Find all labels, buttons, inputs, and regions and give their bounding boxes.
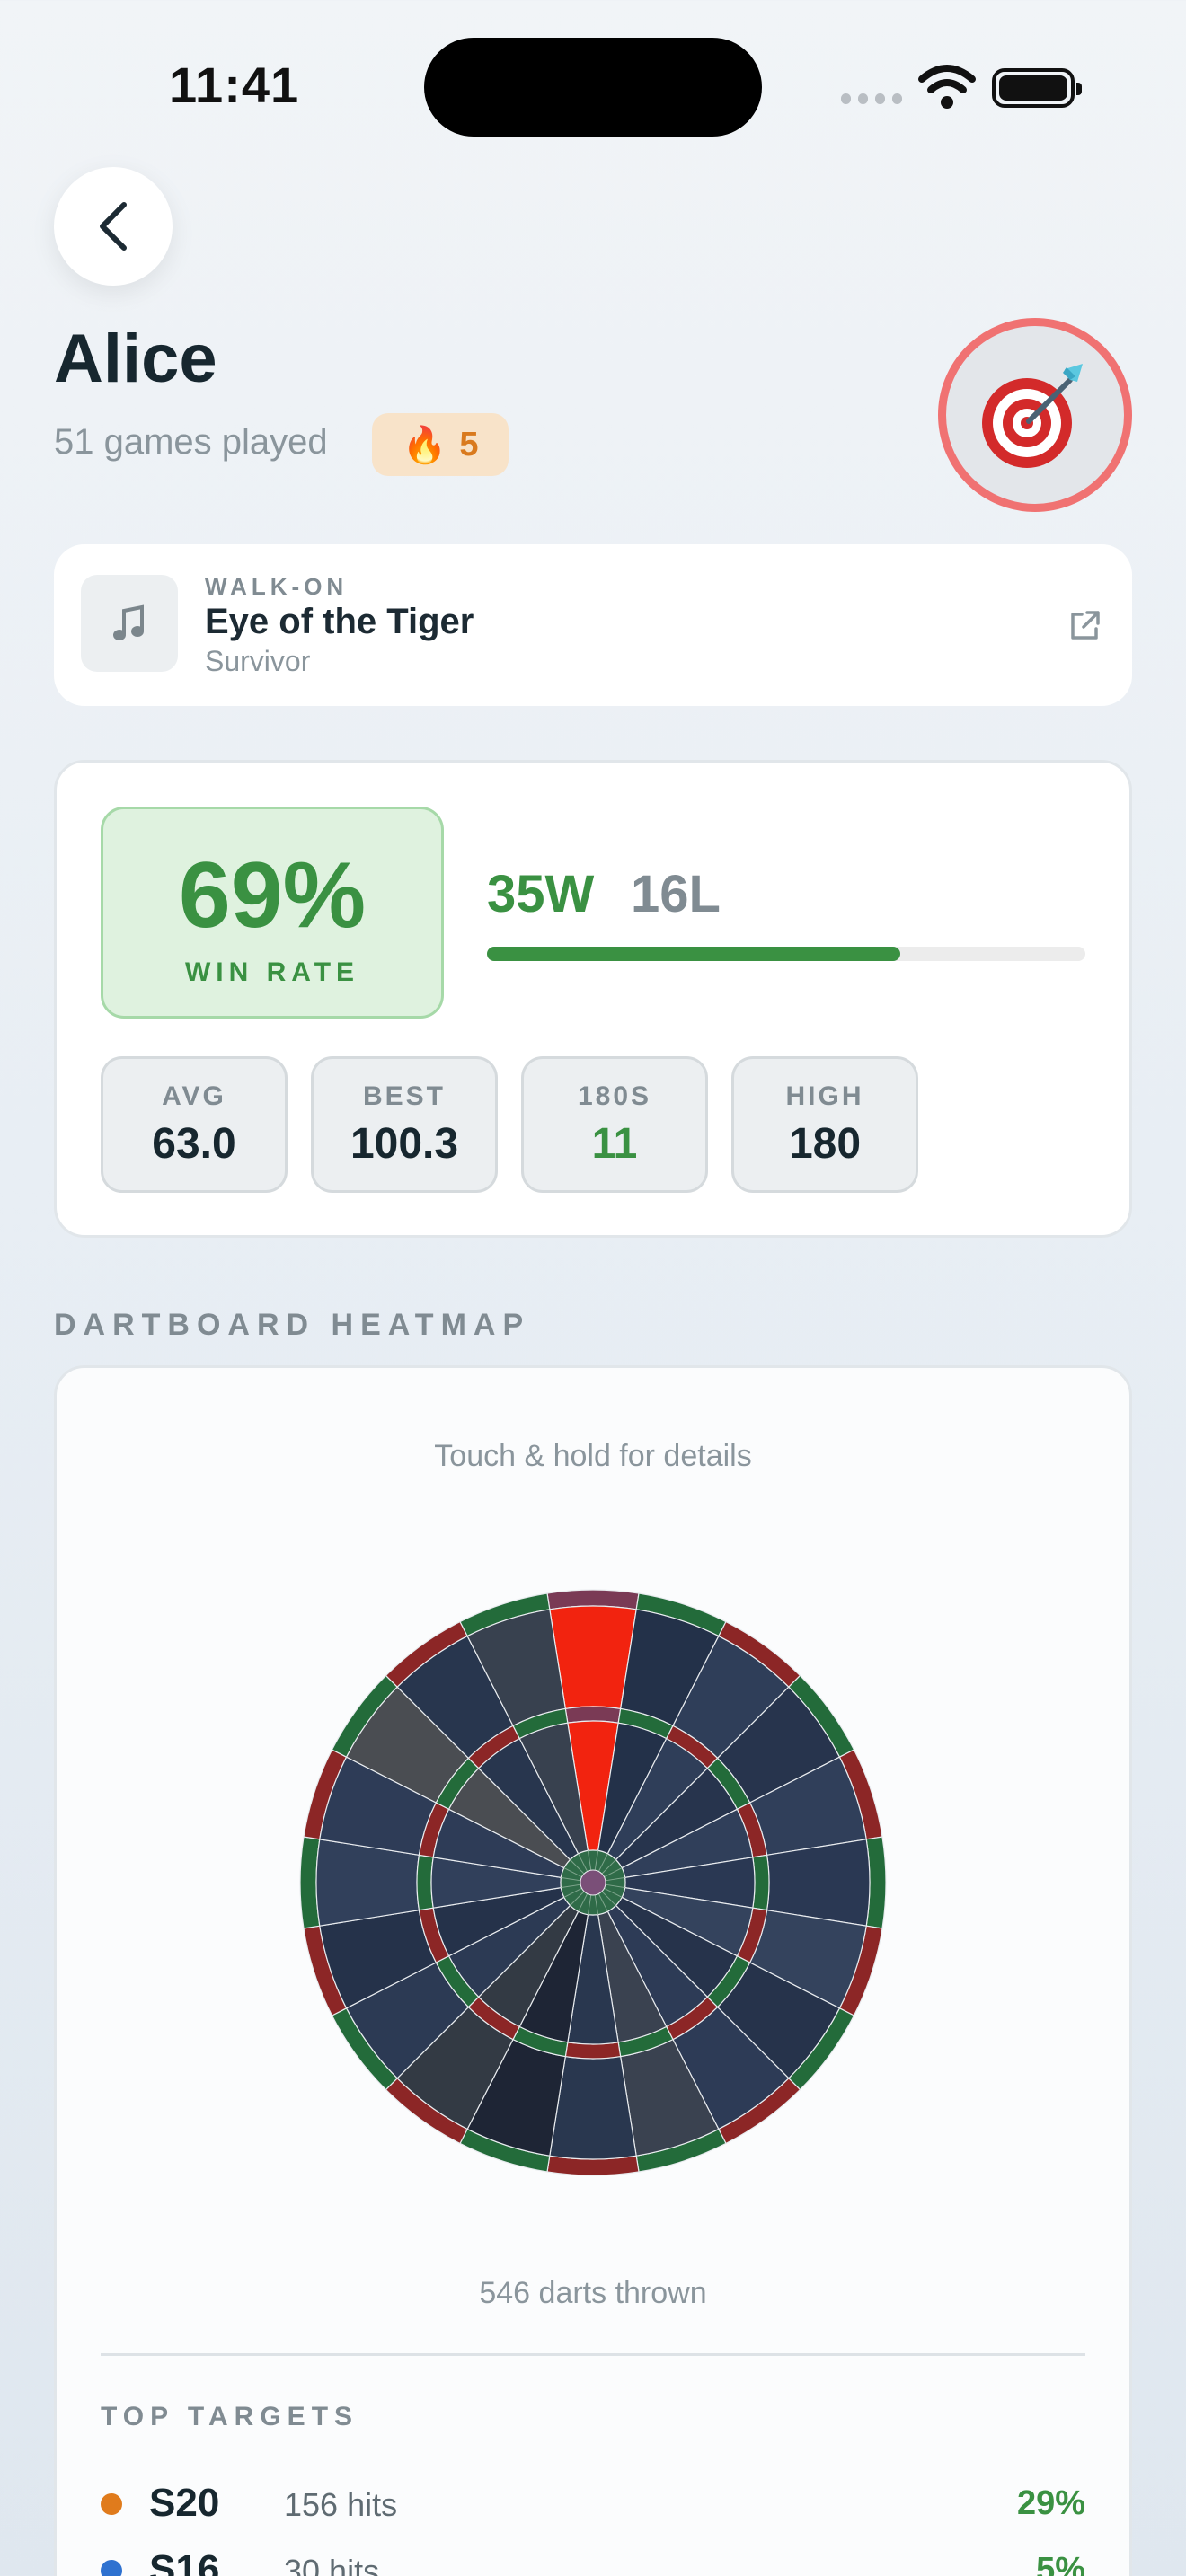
fire-icon: 🔥 [402,425,447,465]
heatmap-hint: Touch & hold for details [434,1439,752,1473]
streak-badge: 🔥 5 [372,413,509,476]
bull-divider [563,1887,582,1898]
stat-tile-label: AVG [162,1081,226,1111]
chevron-left-icon [100,202,127,251]
player-name: Alice [54,321,217,397]
dartboard-heatmap[interactable] [288,1577,898,2188]
bull-divider [570,1891,585,1906]
bull-divider [601,1891,616,1906]
win-rate-value: 69% [178,843,367,948]
bull-divider [578,1853,589,1872]
avatar[interactable] [938,318,1132,512]
streak-count: 5 [459,425,479,463]
dartboard-icon [982,364,1083,468]
status-time: 11:41 [169,57,300,113]
losses-count: 16L [631,865,721,923]
win-progress-fill [487,947,900,961]
bull-divider [605,1883,625,1889]
bull-divider [597,1853,608,1872]
win-progress-bar [487,947,1085,961]
bull-divider [587,1850,592,1871]
target-percent: 29% [1016,2484,1085,2522]
walk-on-artist: Survivor [205,645,311,677]
target-name: S16 [149,2547,220,2576]
stat-tile-label: BEST [362,1081,446,1111]
target-name: S20 [149,2481,220,2525]
top-targets-title: TOP TARGETS [101,2402,359,2431]
target-percent: 5% [1036,2551,1085,2576]
bull-divider [578,1893,589,1912]
cellular-signal-icon [841,93,902,106]
stat-tile-value: 100.3 [350,1120,459,1168]
target-hits: 156 hits [284,2486,398,2523]
bull-divider [605,1876,625,1882]
bull-divider [563,1867,582,1878]
walk-on-card[interactable] [54,544,1132,706]
battery-icon [992,68,1082,108]
stat-tile-avg [101,1056,288,1193]
target-color-dot [101,2493,122,2515]
games-played: 51 games played [54,422,328,462]
wifi-icon [918,65,976,109]
bull-divider [587,1894,592,1915]
bull-divider [604,1887,623,1898]
bull-divider [561,1876,581,1882]
wins-count: 35W [487,865,595,923]
walk-on-label: WALK-ON [205,573,349,600]
bull-divider [561,1883,581,1889]
stat-tile-value: 180 [788,1120,862,1168]
bullseye[interactable] [580,1869,606,1896]
music-note-icon [81,575,178,672]
win-rate-label: WIN RATE [184,957,360,987]
win-rate-box [101,807,444,1019]
target-hits: 30 hits [284,2553,380,2576]
back-button[interactable] [54,167,173,286]
stat-tile-label: HIGH [785,1081,864,1111]
stat-tile-180s [521,1056,708,1193]
bull-divider [597,1893,608,1912]
dynamic-island [424,38,762,137]
bull-divider [570,1859,585,1875]
stat-tile-value: 63.0 [152,1120,236,1168]
stat-tile-best [311,1056,498,1193]
target-color-dot [101,2560,122,2576]
stat-tile-value: 11 [591,1120,638,1168]
bull-divider [594,1894,599,1915]
divider [101,2353,1085,2356]
stat-tile-high [731,1056,918,1193]
walk-on-song: Eye of the Tiger [205,602,474,641]
bull-divider [604,1867,623,1878]
bull-divider [594,1850,599,1871]
heatmap-section-title: DARTBOARD HEATMAP [54,1308,531,1342]
external-link-icon[interactable] [1067,607,1103,643]
bull-divider [601,1859,616,1875]
stat-tile-label: 180S [577,1081,652,1111]
darts-thrown: 546 darts thrown [479,2276,707,2310]
